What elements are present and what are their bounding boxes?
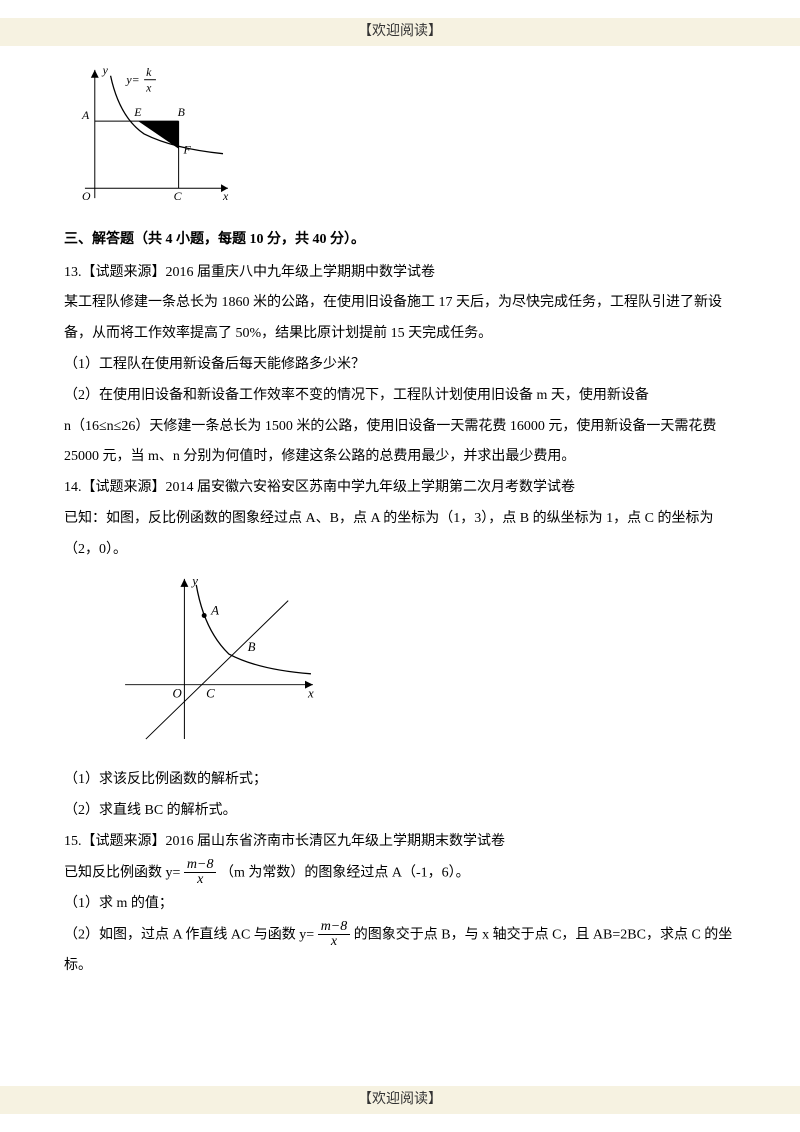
q14-p2: （1）求该反比例函数的解析式；: [64, 765, 736, 796]
figure1-O-label: O: [82, 189, 91, 203]
figure2-container: y x O A B C: [114, 570, 736, 758]
q15-frac1: m−8 x: [184, 858, 217, 888]
q15-p3: （2）如图，过点 A 作直线 AC 与函数 y= m−8 x 的图象交于点 B，…: [64, 920, 736, 982]
q15-frac2-den: x: [318, 935, 351, 950]
figure1-A-label: A: [81, 108, 90, 122]
q13-source: 13.【试题来源】2016 届重庆八中九年级上学期期中数学试卷: [64, 258, 736, 289]
q13-p1: 某工程队修建一条总长为 1860 米的公路，在使用旧设备施工 17 天后，为尽快…: [64, 288, 736, 350]
section3-heading: 三、解答题（共 4 小题，每题 10 分，共 40 分）。: [64, 225, 736, 256]
header-ribbon: 【欢迎阅读】: [0, 18, 800, 46]
figure1-x-label: x: [222, 189, 229, 203]
q15-frac1-num: m−8: [184, 858, 217, 874]
figure1-B-label: B: [178, 105, 185, 119]
q14-source: 14.【试题来源】2014 届安徽六安裕安区苏南中学九年级上学期第二次月考数学试…: [64, 473, 736, 504]
figure1-E-label: E: [133, 105, 142, 119]
figure1-container: y x O A E B F C y= k x: [64, 59, 736, 217]
page-content: y x O A E B F C y= k x 三、解答题（共 4 小题，每题 1…: [64, 55, 736, 982]
header-text: 【欢迎阅读】: [358, 17, 442, 48]
figure1-formula-y: y=: [125, 73, 139, 87]
figure1-F-label: F: [183, 143, 192, 157]
q15-p1b: （m 为常数）的图象经过点 A（-1，6）。: [220, 865, 470, 880]
q15-source: 15.【试题来源】2016 届山东省济南市长清区九年级上学期期末数学试卷: [64, 827, 736, 858]
q15-frac2: m−8 x: [318, 920, 351, 950]
figure2-x-label: x: [307, 686, 314, 700]
footer-ribbon: 【欢迎阅读】: [0, 1086, 800, 1114]
figure2: y x O A B C: [114, 570, 324, 745]
figure2-A-label: A: [210, 603, 219, 617]
q15-frac1-den: x: [184, 873, 217, 888]
figure1-formula-num: k: [146, 65, 152, 79]
figure2-y-label: y: [190, 573, 198, 587]
figure1-formula-den: x: [145, 81, 152, 95]
footer-text: 【欢迎阅读】: [358, 1085, 442, 1116]
q14-p1: 已知：如图，反比例函数的图象经过点 A、B，点 A 的坐标为（1，3），点 B …: [64, 504, 736, 566]
q15-frac2-num: m−8: [318, 920, 351, 936]
figure2-O-label: O: [173, 686, 182, 700]
figure1-y-label: y: [102, 63, 109, 77]
q15-p2: （1）求 m 的值；: [64, 889, 736, 920]
q15-p1a: 已知反比例函数 y=: [64, 865, 180, 880]
q13-p3a: （2）在使用旧设备和新设备工作效率不变的情况下，工程队计划使用旧设备 m 天，使…: [64, 381, 736, 412]
q15-p3a: （2）如图，过点 A 作直线 AC 与函数 y=: [64, 927, 314, 942]
q14-p3: （2）求直线 BC 的解析式。: [64, 796, 736, 827]
q13-p3b: n（16≤n≤26）天修建一条总长为 1500 米的公路，使用旧设备一天需花费 …: [64, 412, 736, 474]
figure2-B-label: B: [248, 640, 256, 654]
q13-p2: （1）工程队在使用新设备后每天能修路多少米？: [64, 350, 736, 381]
q15-p1: 已知反比例函数 y= m−8 x （m 为常数）的图象经过点 A（-1，6）。: [64, 858, 736, 889]
figure2-C-label: C: [206, 686, 215, 700]
figure1: y x O A E B F C y= k x: [64, 59, 239, 204]
figure1-C-label: C: [174, 189, 182, 203]
